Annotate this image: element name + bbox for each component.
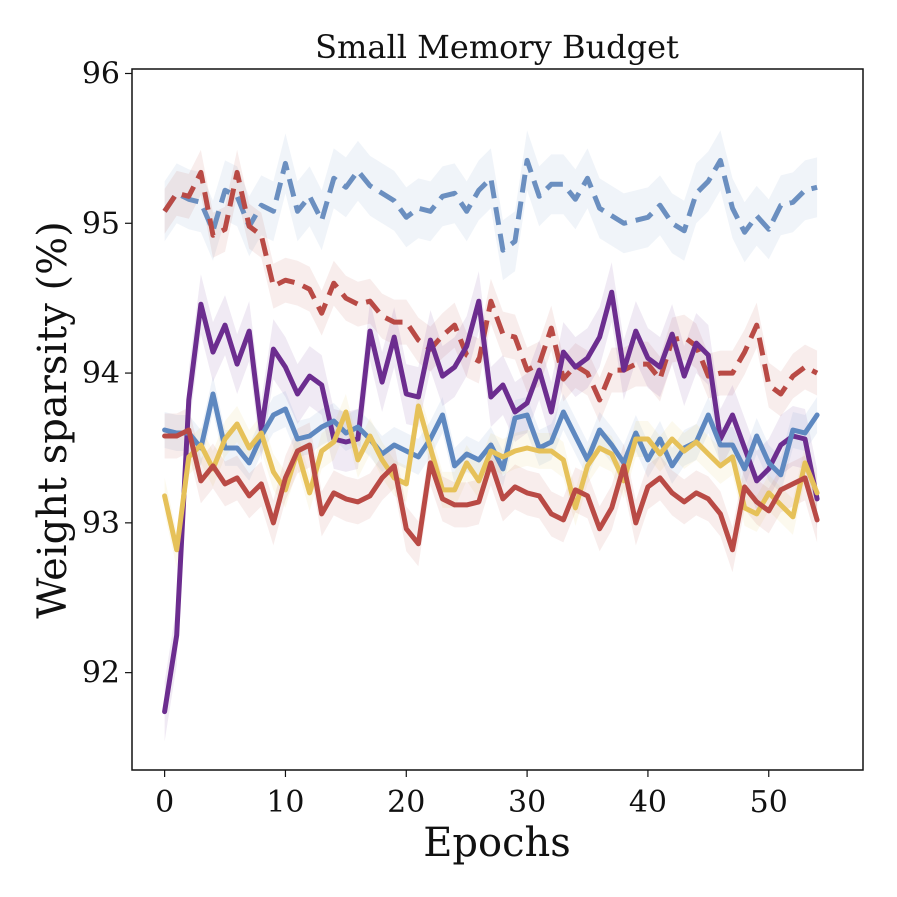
series-band-4 [164, 376, 818, 493]
series-band-5 [164, 388, 818, 568]
series-line-2 [162, 169, 819, 403]
series-band-6 [164, 407, 818, 573]
x-tick-label: 40 [629, 785, 667, 820]
y-tick-label: 92 [82, 656, 120, 691]
y-axis-label: Weight sparsity (%) [30, 221, 76, 619]
chart-title: Small Memory Budget [315, 28, 679, 66]
x-tick-label: 0 [155, 785, 174, 820]
y-tick-label: 95 [82, 206, 120, 241]
series-line-1 [162, 157, 818, 253]
x-tick-label: 10 [266, 785, 304, 820]
x-tick-label: 30 [508, 785, 546, 820]
y-tick-label: 94 [82, 356, 120, 391]
y-tick-label: 96 [82, 56, 120, 91]
y-tick-label: 93 [82, 506, 120, 541]
plot-area [162, 130, 820, 742]
series-line-6 [162, 427, 820, 553]
series-band-2 [164, 149, 818, 423]
plot-frame [131, 68, 864, 771]
series-line-3 [162, 289, 820, 715]
series-band-3 [164, 262, 818, 742]
y-axis: 92 93 94 95 96 [82, 56, 132, 691]
series-line-5 [162, 403, 820, 553]
x-axis-label: Epochs [423, 820, 571, 866]
x-tick-label: 50 [750, 785, 788, 820]
series-line-4 [162, 391, 820, 478]
x-tick-label: 20 [387, 785, 425, 820]
x-axis: 0 10 20 30 40 50 [155, 770, 788, 820]
series-band-1 [164, 130, 818, 281]
